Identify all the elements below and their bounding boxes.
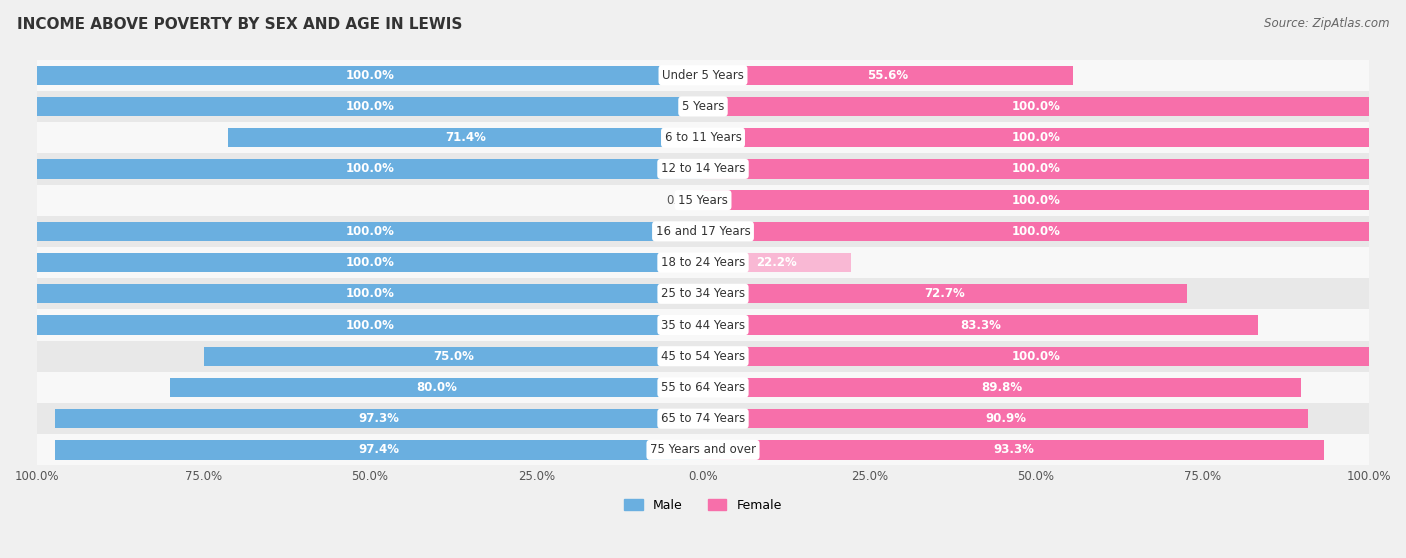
Text: 65 to 74 Years: 65 to 74 Years bbox=[661, 412, 745, 425]
Text: 5 Years: 5 Years bbox=[682, 100, 724, 113]
Text: 100.0%: 100.0% bbox=[1011, 194, 1060, 206]
Text: 100.0%: 100.0% bbox=[346, 69, 395, 82]
Text: 12 to 14 Years: 12 to 14 Years bbox=[661, 162, 745, 175]
Text: 55 to 64 Years: 55 to 64 Years bbox=[661, 381, 745, 394]
Text: 100.0%: 100.0% bbox=[1011, 350, 1060, 363]
Bar bbox=[37, 247, 1369, 278]
Text: 89.8%: 89.8% bbox=[981, 381, 1022, 394]
Bar bbox=[37, 309, 1369, 340]
Text: 35 to 44 Years: 35 to 44 Years bbox=[661, 319, 745, 331]
Text: 16 and 17 Years: 16 and 17 Years bbox=[655, 225, 751, 238]
Text: 97.3%: 97.3% bbox=[359, 412, 399, 425]
Bar bbox=[37, 222, 703, 241]
Bar bbox=[37, 403, 1369, 434]
Bar bbox=[37, 372, 1369, 403]
Bar bbox=[703, 284, 1187, 304]
Bar bbox=[703, 190, 1369, 210]
Bar bbox=[37, 434, 1369, 465]
Bar bbox=[37, 284, 703, 304]
Text: 80.0%: 80.0% bbox=[416, 381, 457, 394]
Bar bbox=[37, 122, 1369, 153]
Bar bbox=[703, 128, 1369, 147]
Text: 97.4%: 97.4% bbox=[359, 444, 399, 456]
Legend: Male, Female: Male, Female bbox=[624, 499, 782, 512]
Bar bbox=[703, 66, 1073, 85]
Bar bbox=[37, 278, 1369, 309]
Text: 18 to 24 Years: 18 to 24 Years bbox=[661, 256, 745, 269]
Text: 90.9%: 90.9% bbox=[986, 412, 1026, 425]
Text: 100.0%: 100.0% bbox=[1011, 225, 1060, 238]
Bar bbox=[703, 378, 1301, 397]
Bar bbox=[37, 91, 1369, 122]
Bar bbox=[703, 409, 1308, 429]
Text: 22.2%: 22.2% bbox=[756, 256, 797, 269]
Bar bbox=[37, 340, 1369, 372]
Bar bbox=[55, 409, 703, 429]
Bar bbox=[37, 216, 1369, 247]
Bar bbox=[37, 60, 1369, 91]
Text: 100.0%: 100.0% bbox=[346, 256, 395, 269]
Text: 100.0%: 100.0% bbox=[1011, 131, 1060, 144]
Text: Under 5 Years: Under 5 Years bbox=[662, 69, 744, 82]
Bar bbox=[37, 185, 1369, 216]
Bar bbox=[703, 159, 1369, 179]
Text: 100.0%: 100.0% bbox=[346, 319, 395, 331]
Text: 0.0%: 0.0% bbox=[666, 194, 696, 206]
Text: 75.0%: 75.0% bbox=[433, 350, 474, 363]
Text: 72.7%: 72.7% bbox=[925, 287, 966, 300]
Text: 25 to 34 Years: 25 to 34 Years bbox=[661, 287, 745, 300]
Text: 100.0%: 100.0% bbox=[346, 162, 395, 175]
Bar bbox=[37, 253, 703, 272]
Text: 93.3%: 93.3% bbox=[993, 444, 1033, 456]
Text: 83.3%: 83.3% bbox=[960, 319, 1001, 331]
Bar bbox=[703, 315, 1257, 335]
Text: 15 Years: 15 Years bbox=[678, 194, 728, 206]
Bar bbox=[37, 315, 703, 335]
Text: 100.0%: 100.0% bbox=[1011, 100, 1060, 113]
Text: 100.0%: 100.0% bbox=[346, 100, 395, 113]
Bar bbox=[228, 128, 703, 147]
Bar bbox=[55, 440, 703, 460]
Bar bbox=[703, 347, 1369, 366]
Bar bbox=[703, 440, 1324, 460]
Bar bbox=[703, 253, 851, 272]
Bar bbox=[37, 66, 703, 85]
Bar bbox=[703, 222, 1369, 241]
Bar bbox=[37, 153, 1369, 185]
Bar bbox=[37, 159, 703, 179]
Text: 100.0%: 100.0% bbox=[346, 287, 395, 300]
Text: 6 to 11 Years: 6 to 11 Years bbox=[665, 131, 741, 144]
Text: 75 Years and over: 75 Years and over bbox=[650, 444, 756, 456]
Text: 100.0%: 100.0% bbox=[346, 225, 395, 238]
Text: INCOME ABOVE POVERTY BY SEX AND AGE IN LEWIS: INCOME ABOVE POVERTY BY SEX AND AGE IN L… bbox=[17, 17, 463, 32]
Text: Source: ZipAtlas.com: Source: ZipAtlas.com bbox=[1264, 17, 1389, 30]
Bar bbox=[703, 97, 1369, 116]
Text: 55.6%: 55.6% bbox=[868, 69, 908, 82]
Text: 71.4%: 71.4% bbox=[444, 131, 485, 144]
Text: 45 to 54 Years: 45 to 54 Years bbox=[661, 350, 745, 363]
Text: 100.0%: 100.0% bbox=[1011, 162, 1060, 175]
Bar bbox=[204, 347, 703, 366]
Bar bbox=[170, 378, 703, 397]
Bar bbox=[37, 97, 703, 116]
